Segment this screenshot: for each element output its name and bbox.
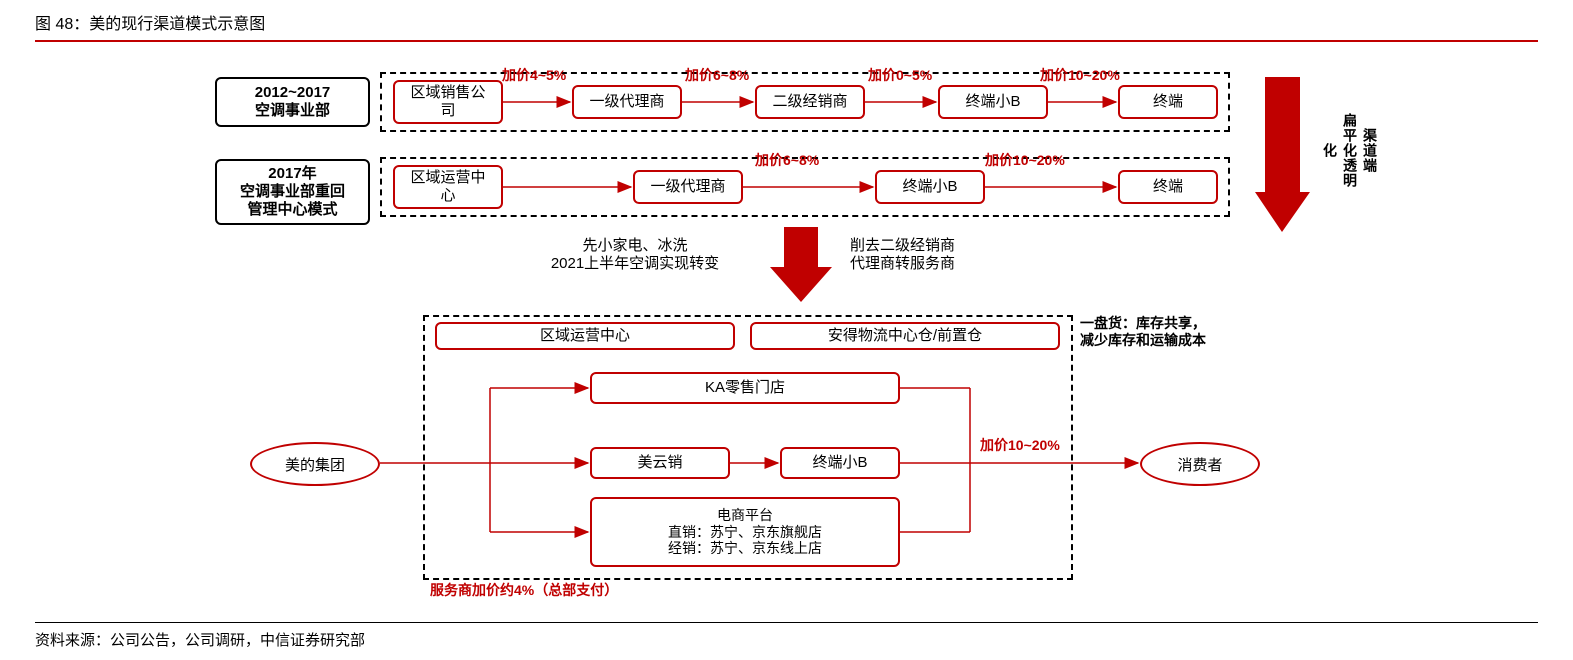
row1-margin-3: 加价10~20% <box>1040 67 1120 84</box>
row3-mid-bot: 电商平台 直销：苏宁、京东旗舰店 经销：苏宁、京东线上店 <box>590 497 900 567</box>
row1-margin-0: 加价4~5% <box>502 67 566 84</box>
row1-node-0: 区域销售公 司 <box>393 80 503 124</box>
node-text: 消费者 <box>1177 454 1222 475</box>
row3-top-1: 安得物流中心仓/前置仓 <box>750 322 1060 350</box>
middle-left-note: 先小家电、冰洗 2021上半年空调实现转变 <box>510 237 760 273</box>
note-text: 先小家电、冰洗 2021上半年空调实现转变 <box>551 237 719 272</box>
row3-mid-top: KA零售门店 <box>590 372 900 404</box>
row3-right-side-note: 一盘货：库存共享， 减少库存和运输成本 <box>1080 315 1280 349</box>
row1-margin-1: 加价6~8% <box>685 67 749 84</box>
node-text: 安得物流中心仓/前置仓 <box>828 327 982 345</box>
right-block-arrow <box>1255 77 1310 232</box>
vtext-content: 渠道端 扁平化透明 化 <box>1322 113 1378 188</box>
node-text: KA零售门店 <box>705 379 785 397</box>
row3-right-margin: 加价10~20% <box>980 437 1060 454</box>
node-text: 电商平台 直销：苏宁、京东旗舰店 经销：苏宁、京东线上店 <box>668 507 822 557</box>
label-text: 2012~2017 空调事业部 <box>255 84 331 120</box>
node-text: 终端 <box>1153 178 1183 196</box>
node-text: 美的集团 <box>285 454 345 475</box>
figure-title: 图 48：美的现行渠道模式示意图 <box>35 10 1538 42</box>
row3-consumer-ellipse: 消费者 <box>1140 442 1260 486</box>
row2-left-label: 2017年 空调事业部重回 管理中心模式 <box>215 159 370 225</box>
middle-block-arrow <box>770 227 832 302</box>
node-text: 一级代理商 <box>650 178 725 196</box>
row3-top-0: 区域运营中心 <box>435 322 735 350</box>
row1-margin-2: 加价0~5% <box>868 67 932 84</box>
node-text: 终端小B <box>812 454 867 472</box>
row2-margin-1: 加价10~20% <box>985 152 1065 169</box>
node-text: 区域运营中 心 <box>410 169 485 205</box>
note-text: 削去二级经销商 代理商转服务商 <box>850 237 955 272</box>
row2-node-3: 终端 <box>1118 170 1218 204</box>
label-text: 2017年 空调事业部重回 管理中心模式 <box>240 165 345 219</box>
row1-node-3: 终端小B <box>938 85 1048 119</box>
row3-mid-mid2: 终端小B <box>780 447 900 479</box>
row3-bottom-note: 服务商加价约4%（总部支付） <box>430 582 618 599</box>
node-text: 区域销售公 司 <box>410 84 485 120</box>
row1-left-label: 2012~2017 空调事业部 <box>215 77 370 127</box>
row2-margin-0: 加价6~8% <box>755 152 819 169</box>
node-text: 二级经销商 <box>772 93 847 111</box>
node-text: 美云销 <box>637 454 682 472</box>
row3-source-ellipse: 美的集团 <box>250 442 380 486</box>
middle-right-note: 削去二级经销商 代理商转服务商 <box>850 237 1030 273</box>
diagram-canvas: 2012~2017 空调事业部 区域销售公 司 一级代理商 二级经销商 终端小B… <box>35 52 1535 612</box>
node-text: 终端小B <box>902 178 957 196</box>
row2-node-2: 终端小B <box>875 170 985 204</box>
node-text: 一级代理商 <box>589 93 664 111</box>
row1-node-2: 二级经销商 <box>755 85 865 119</box>
row2-node-1: 一级代理商 <box>633 170 743 204</box>
figure-source: 资料来源：公司公告，公司调研，中信证券研究部 <box>35 622 1538 650</box>
row3-mid-mid1: 美云销 <box>590 447 730 479</box>
node-text: 终端 <box>1153 93 1183 111</box>
note-text: 一盘货：库存共享， 减少库存和运输成本 <box>1080 315 1206 348</box>
node-text: 终端小B <box>965 93 1020 111</box>
right-arrow-label: 渠道端 扁平化透明 化 <box>1320 90 1380 210</box>
node-text: 区域运营中心 <box>540 327 630 345</box>
row2-node-0: 区域运营中 心 <box>393 165 503 209</box>
row1-node-1: 一级代理商 <box>572 85 682 119</box>
row1-node-4: 终端 <box>1118 85 1218 119</box>
